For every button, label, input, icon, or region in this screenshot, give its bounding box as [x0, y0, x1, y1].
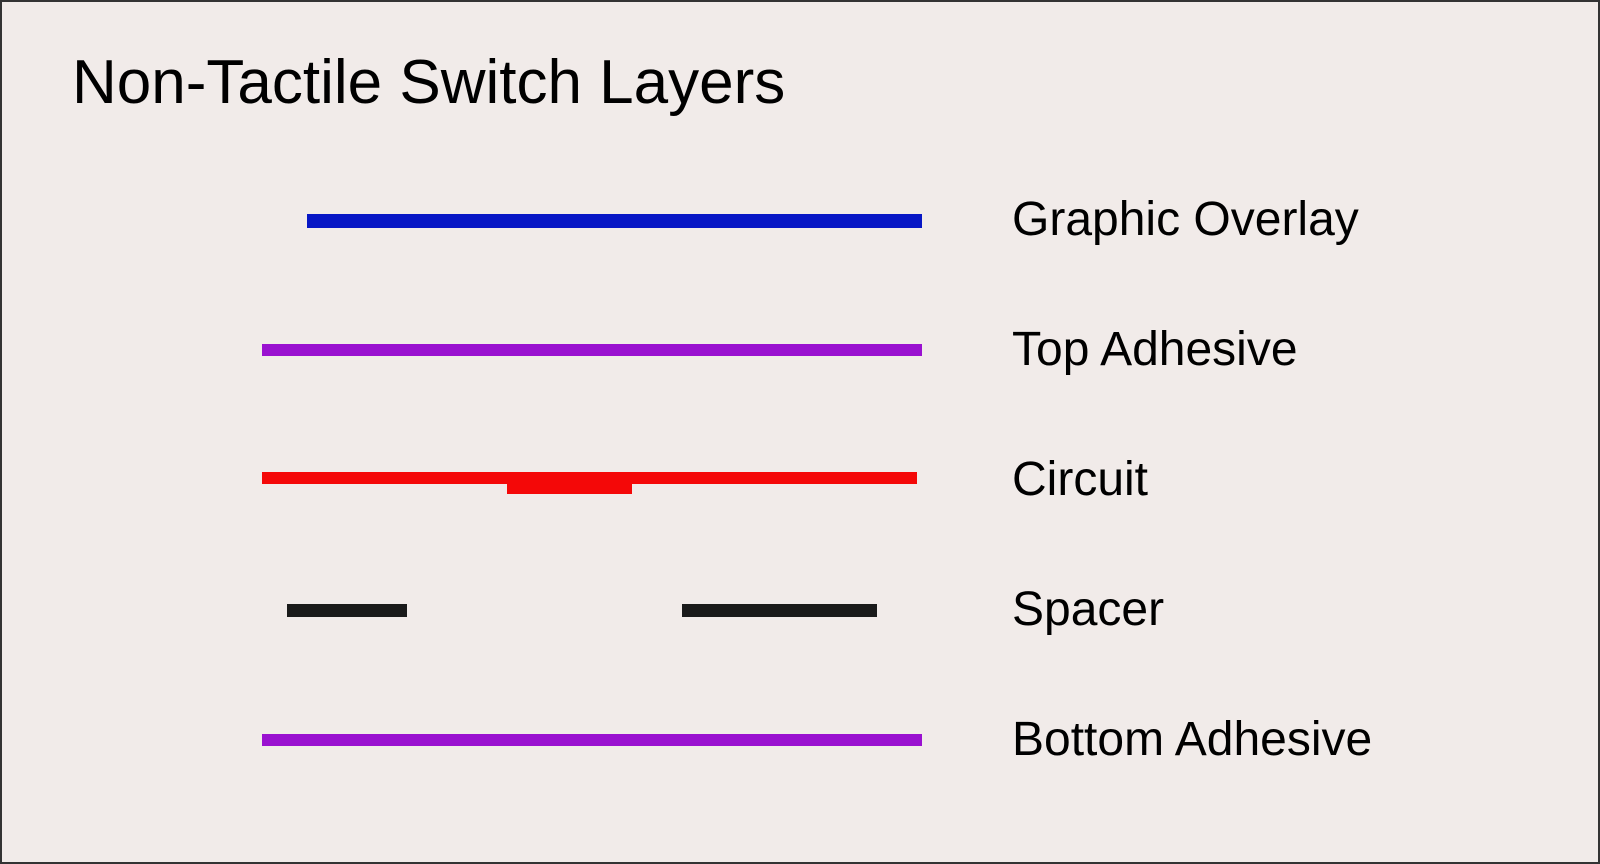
layer-row-top-adhesive: Top Adhesive — [2, 322, 1598, 382]
graphic-overlay-bar — [307, 214, 922, 228]
spacer-label: Spacer — [1012, 582, 1164, 637]
layer-row-circuit: Circuit — [2, 452, 1598, 512]
layers-diagram: Graphic Overlay Top Adhesive Circuit Spa… — [2, 192, 1598, 832]
layer-row-graphic-overlay: Graphic Overlay — [2, 192, 1598, 252]
spacer-bar-right — [682, 604, 877, 617]
bottom-adhesive-bar — [262, 734, 922, 746]
spacer-bar-left — [287, 604, 407, 617]
top-adhesive-label: Top Adhesive — [1012, 322, 1298, 377]
graphic-overlay-label: Graphic Overlay — [1012, 192, 1359, 247]
diagram-title: Non-Tactile Switch Layers — [72, 47, 785, 118]
layer-row-bottom-adhesive: Bottom Adhesive — [2, 712, 1598, 772]
circuit-bar — [262, 472, 917, 498]
bottom-adhesive-label: Bottom Adhesive — [1012, 712, 1372, 767]
circuit-notch — [507, 482, 632, 494]
layer-row-spacer: Spacer — [2, 582, 1598, 642]
circuit-label: Circuit — [1012, 452, 1148, 507]
top-adhesive-bar — [262, 344, 922, 356]
